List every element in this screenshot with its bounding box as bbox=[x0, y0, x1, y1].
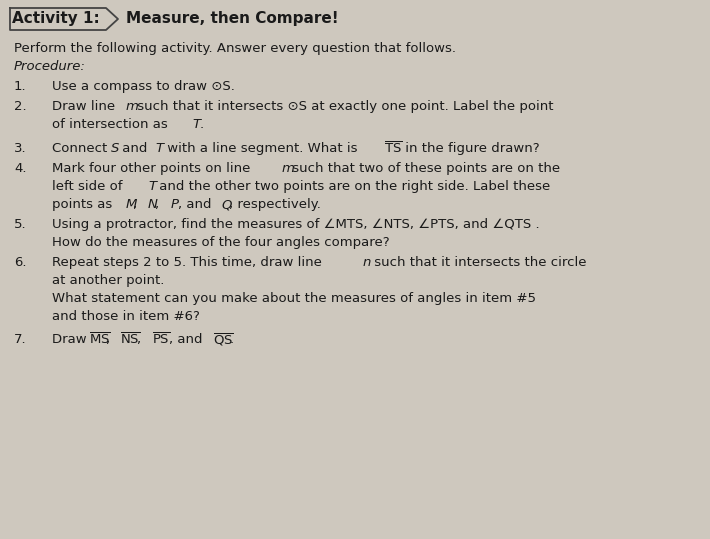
Text: 3.: 3. bbox=[14, 142, 27, 155]
Text: such that it intersects the circle: such that it intersects the circle bbox=[370, 256, 586, 269]
Text: such that it intersects ⊙S at exactly one point. Label the point: such that it intersects ⊙S at exactly on… bbox=[133, 100, 554, 113]
Text: ,: , bbox=[137, 333, 146, 346]
Text: Mark four other points on line: Mark four other points on line bbox=[52, 162, 255, 175]
Text: T: T bbox=[155, 142, 163, 155]
Text: in the figure drawn?: in the figure drawn? bbox=[401, 142, 540, 155]
Text: left side of: left side of bbox=[52, 180, 127, 193]
Text: Draw line: Draw line bbox=[52, 100, 119, 113]
Text: , and: , and bbox=[169, 333, 207, 346]
Text: $\overline{\mathrm{PS}}$: $\overline{\mathrm{PS}}$ bbox=[152, 332, 170, 347]
Text: .: . bbox=[230, 333, 234, 346]
Text: Draw: Draw bbox=[52, 333, 91, 346]
Text: Q: Q bbox=[222, 198, 232, 211]
Text: Activity 1:: Activity 1: bbox=[12, 11, 100, 26]
Text: ,: , bbox=[133, 198, 142, 211]
Text: points as: points as bbox=[52, 198, 116, 211]
Text: ,: , bbox=[155, 198, 164, 211]
Text: .: . bbox=[200, 118, 204, 131]
Text: 7.: 7. bbox=[14, 333, 27, 346]
Text: $\overline{\mathrm{NS}}$: $\overline{\mathrm{NS}}$ bbox=[121, 332, 141, 347]
Text: , respectively.: , respectively. bbox=[229, 198, 321, 211]
Text: 2.: 2. bbox=[14, 100, 27, 113]
Text: ,: , bbox=[106, 333, 114, 346]
Text: and the other two points are on the right side. Label these: and the other two points are on the righ… bbox=[155, 180, 551, 193]
Text: Use a compass to draw ⊙S.: Use a compass to draw ⊙S. bbox=[52, 80, 235, 93]
Text: with a line segment. What is: with a line segment. What is bbox=[163, 142, 361, 155]
Text: Repeat steps 2 to 5. This time, draw line: Repeat steps 2 to 5. This time, draw lin… bbox=[52, 256, 326, 269]
Text: Perform the following activity. Answer every question that follows.: Perform the following activity. Answer e… bbox=[14, 42, 456, 55]
Text: $\overline{\mathrm{MS}}$: $\overline{\mathrm{MS}}$ bbox=[89, 332, 111, 347]
Text: , and: , and bbox=[178, 198, 215, 211]
Text: m: m bbox=[126, 100, 138, 113]
Text: Measure, then Compare!: Measure, then Compare! bbox=[126, 11, 339, 26]
Text: Connect: Connect bbox=[52, 142, 111, 155]
Text: 5.: 5. bbox=[14, 218, 27, 231]
Text: $\overline{\mathrm{QS}}$: $\overline{\mathrm{QS}}$ bbox=[213, 332, 234, 348]
Text: How do the measures of the four angles compare?: How do the measures of the four angles c… bbox=[52, 236, 390, 249]
Text: m: m bbox=[281, 162, 294, 175]
Text: T: T bbox=[192, 118, 200, 131]
Text: of intersection as: of intersection as bbox=[52, 118, 172, 131]
Text: 1.: 1. bbox=[14, 80, 27, 93]
Text: such that two of these points are on the: such that two of these points are on the bbox=[288, 162, 561, 175]
Text: n: n bbox=[362, 256, 371, 269]
Text: and: and bbox=[119, 142, 152, 155]
Text: P: P bbox=[170, 198, 178, 211]
Text: Procedure:: Procedure: bbox=[14, 60, 86, 73]
Text: $\overline{\mathrm{TS}}$: $\overline{\mathrm{TS}}$ bbox=[385, 141, 403, 156]
Text: T: T bbox=[148, 180, 156, 193]
Text: M: M bbox=[126, 198, 137, 211]
Text: N: N bbox=[148, 198, 158, 211]
Text: S: S bbox=[111, 142, 119, 155]
Text: 4.: 4. bbox=[14, 162, 26, 175]
Text: at another point.: at another point. bbox=[52, 274, 165, 287]
Text: and those in item #6?: and those in item #6? bbox=[52, 310, 200, 323]
Text: 6.: 6. bbox=[14, 256, 26, 269]
Text: Using a protractor, find the measures of ∠MTS, ∠NTS, ∠PTS, and ∠QTS .: Using a protractor, find the measures of… bbox=[52, 218, 540, 231]
Text: What statement can you make about the measures of angles in item #5: What statement can you make about the me… bbox=[52, 292, 536, 305]
